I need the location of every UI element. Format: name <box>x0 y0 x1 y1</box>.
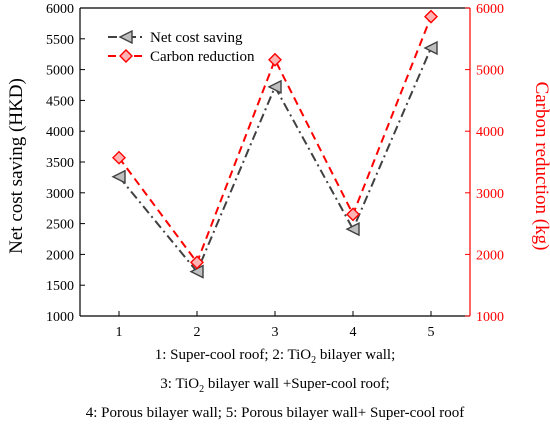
series-1 <box>111 40 438 279</box>
x-tick-label: 3 <box>272 325 279 340</box>
data-point <box>267 79 282 94</box>
legend-label: Net cost saving <box>150 30 243 46</box>
right-y-axis: 1000 2000 3000 4000 5000 6000 <box>465 2 504 325</box>
caption-line-3: 4: Porous bilayer wall; 5: Porous bilaye… <box>85 405 465 421</box>
left-tick-label: 4000 <box>46 125 74 140</box>
legend-marker <box>118 29 133 45</box>
data-point <box>423 40 438 56</box>
left-tick-label: 2000 <box>46 248 74 263</box>
series-2 <box>112 9 438 270</box>
caption-line-1: 1: Super-cool roof; 2: TiO2 bilayer wall… <box>154 347 396 366</box>
left-y-axis: 1000 1500 2000 2500 3000 3500 4000 4500 5000 5500… <box>46 2 85 325</box>
right-tick-label: 5000 <box>476 64 504 79</box>
left-tick-label: 2500 <box>46 218 74 233</box>
legend-label: Carbon reduction <box>150 49 255 65</box>
data-point <box>345 222 360 237</box>
caption-line-2: 3: TiO2 bilayer wall +Super-cool roof; <box>160 376 390 395</box>
right-axis-title: Carbon reduction (kg) <box>531 82 550 251</box>
data-point <box>268 52 282 67</box>
series-line <box>118 47 432 274</box>
left-tick-label: 4500 <box>46 94 74 109</box>
x-tick-label: 1 <box>116 325 123 340</box>
right-tick-label: 2000 <box>476 248 504 263</box>
data-point <box>111 169 126 184</box>
left-tick-label: 6000 <box>46 2 74 17</box>
right-tick-label: 4000 <box>476 125 504 140</box>
series-line <box>118 16 432 265</box>
left-tick-label: 5000 <box>46 64 74 79</box>
left-axis-title: Net cost saving (HKD) <box>6 78 27 254</box>
right-tick-label: 6000 <box>476 2 504 17</box>
left-tick-label: 3500 <box>46 156 74 171</box>
left-tick-label: 1500 <box>46 279 74 294</box>
right-tick-label: 3000 <box>476 187 504 202</box>
left-tick-label: 3000 <box>46 187 74 202</box>
x-tick-label: 4 <box>350 325 357 340</box>
x-axis: 1 2 3 4 5 <box>116 311 435 340</box>
data-point <box>346 207 360 222</box>
x-tick-label: 5 <box>428 325 435 340</box>
data-point <box>112 150 126 165</box>
left-tick-label: 5500 <box>46 33 74 48</box>
legend-marker <box>119 49 133 63</box>
legend: Net cost saving Carbon reduction <box>108 29 255 65</box>
series-layer <box>111 9 438 279</box>
data-point <box>424 9 438 24</box>
x-tick-label: 2 <box>194 325 201 340</box>
right-tick-label: 1000 <box>476 310 504 325</box>
left-tick-label: 1000 <box>46 310 74 325</box>
data-point <box>190 255 204 270</box>
